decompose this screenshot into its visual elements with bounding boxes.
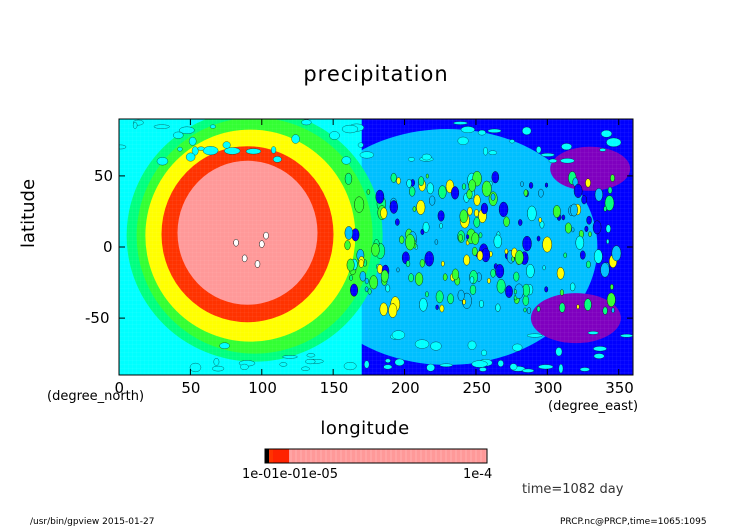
colorbar-frame [264, 448, 488, 464]
x-axis-unit: (degree_east) [548, 399, 639, 414]
x-tick-label: 100 [248, 379, 277, 397]
precipitation-field [119, 119, 633, 375]
footer-left-text: /usr/bin/gpview 2015-01-27 [30, 517, 155, 527]
x-axis-label: longitude [320, 418, 410, 439]
x-tick-label: 250 [462, 379, 492, 397]
footer-right-text: PRCP.nc@PRCP,time=1065:1095 [560, 517, 707, 527]
x-tick-label: 0 [114, 379, 125, 397]
axis-ticks [118, 119, 633, 375]
y-tick-label: 50 [94, 166, 114, 185]
x-tick-label: 150 [319, 379, 349, 397]
x-tick-label: 350 [605, 379, 634, 397]
grid-overlay [119, 119, 633, 375]
x-tick-label: 50 [181, 379, 201, 397]
colorbar-segment [273, 449, 289, 463]
colorbar-tick-right: 1e-4 [463, 467, 493, 482]
colorbar-segment [289, 449, 487, 463]
y-tick-label: -50 [85, 309, 110, 328]
x-tick-label: 300 [533, 379, 563, 397]
colorbar-segment [269, 449, 273, 463]
colorbar-segment [265, 449, 269, 463]
time-label: time=1082 day [522, 482, 624, 497]
colorbar-tick-left: 1e-01e-01e-05 [242, 467, 338, 482]
x-tick-label: 200 [391, 379, 420, 397]
chart-title: precipitation [303, 62, 449, 86]
y-tick-label: 0 [103, 238, 113, 256]
y-axis-unit: (degree_north) [47, 389, 145, 404]
